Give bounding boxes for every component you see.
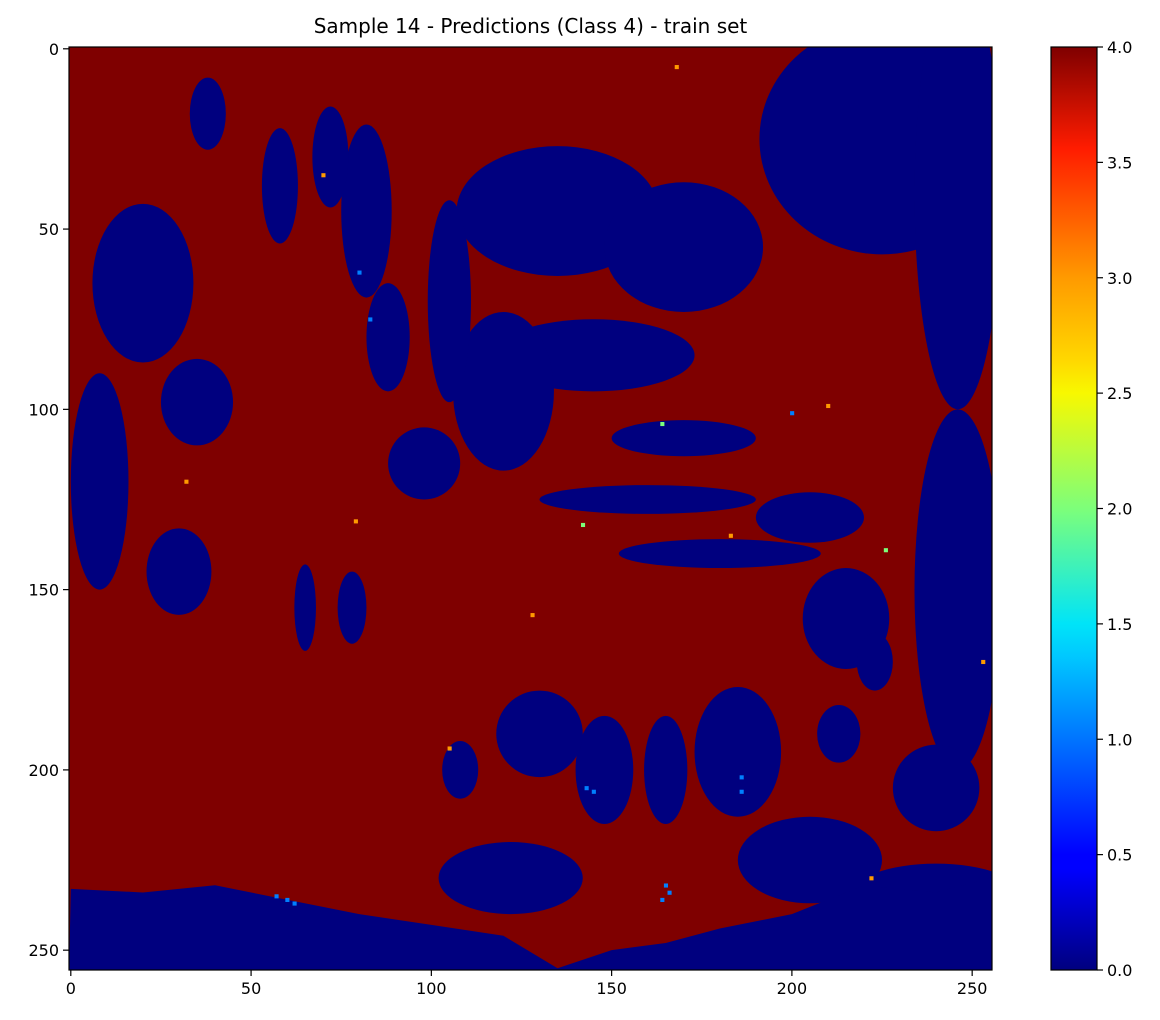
y-tick-label: 250 <box>28 941 59 960</box>
class-3-speck <box>530 613 535 618</box>
class-3-speck <box>184 479 189 484</box>
class-1-speck <box>285 897 290 902</box>
colorbar-tick-label: 1.5 <box>1107 615 1132 634</box>
colorbar-tick-label: 0.5 <box>1107 846 1132 865</box>
class-3-speck <box>353 519 358 524</box>
class-3-speck <box>826 403 831 409</box>
class-0-region <box>914 409 992 770</box>
class-0-region <box>337 571 367 644</box>
y-axis: 0 50 100 150 200 250 <box>28 40 69 960</box>
class-0-region <box>611 420 756 457</box>
colorbar-tick-label: 1.0 <box>1107 730 1132 749</box>
class-1-speck <box>667 890 672 895</box>
class-0-region <box>694 686 782 817</box>
y-tick-label: 100 <box>28 400 59 419</box>
class-1-speck <box>663 883 669 888</box>
chart-title: Sample 14 - Predictions (Class 4) - trai… <box>314 14 748 38</box>
class-1-speck <box>357 270 362 275</box>
class-1-speck <box>739 789 744 794</box>
class-0-region <box>914 47 992 410</box>
class-0-region <box>294 564 316 651</box>
class-0-region <box>442 741 479 799</box>
class-0-region <box>856 632 893 691</box>
class-0-region <box>452 312 554 471</box>
heatmap-image <box>69 47 992 970</box>
class-0-region <box>160 358 234 446</box>
class-0-region <box>261 128 298 244</box>
class-0-region <box>496 690 583 778</box>
class-3-speck <box>447 746 452 751</box>
class-0-region <box>892 744 980 832</box>
class-0-region <box>575 715 634 824</box>
class-0-region <box>644 715 688 824</box>
x-tick-label: 0 <box>66 979 76 998</box>
x-tick-label: 200 <box>777 979 808 998</box>
colorbar-tick-label: 3.5 <box>1107 153 1132 172</box>
class-3-speck <box>981 659 986 665</box>
class-0-region <box>189 77 226 150</box>
class-1-speck <box>790 411 795 416</box>
colorbar-tick-label: 4.0 <box>1107 38 1132 57</box>
class-1-speck <box>292 901 297 906</box>
class-0-region <box>427 200 472 403</box>
class-0-region <box>70 373 129 590</box>
class-0-region <box>539 485 756 514</box>
class-1-speck <box>660 897 665 902</box>
class-0-region <box>737 816 883 904</box>
y-tick-label: 150 <box>28 581 59 600</box>
class-0-region <box>92 203 194 363</box>
class-0-region <box>755 492 865 543</box>
colorbar-tick-label: 2.0 <box>1107 500 1132 519</box>
colorbar: 0.0 0.5 1.0 1.5 2.0 2.5 3.0 3.5 4.0 <box>1050 38 1132 980</box>
colorbar-gradient <box>1050 46 1098 971</box>
class-0-region <box>817 704 861 763</box>
y-tick-label: 0 <box>49 40 59 59</box>
colorbar-tick-label: 2.5 <box>1107 384 1132 403</box>
class-0-region <box>366 283 410 392</box>
x-tick-label: 50 <box>241 979 261 998</box>
x-tick-label: 250 <box>957 979 988 998</box>
class-3-speck <box>869 876 874 881</box>
class-0-region <box>341 124 392 298</box>
y-tick-label: 50 <box>39 220 59 239</box>
class-1-speck <box>739 775 744 780</box>
plot-frame <box>68 46 993 971</box>
class-0-region <box>438 842 583 915</box>
class-3-speck <box>674 65 679 70</box>
class-0-region <box>604 182 764 313</box>
x-tick-label: 150 <box>596 979 627 998</box>
x-tick-label: 100 <box>416 979 447 998</box>
class-3-speck <box>728 533 733 538</box>
y-tick-label: 200 <box>28 761 59 780</box>
class-3-speck <box>321 173 326 178</box>
class-1-speck <box>591 789 596 794</box>
class-0-region <box>618 539 821 568</box>
class-0-region <box>312 106 349 208</box>
class-0-region <box>388 427 461 500</box>
class-1-speck <box>274 894 279 899</box>
x-axis: 0 50 100 150 200 250 <box>66 970 988 998</box>
class-1-speck <box>368 317 373 322</box>
class-0-region <box>146 528 212 615</box>
colorbar-tick-label: 3.0 <box>1107 269 1132 288</box>
class-2-speck <box>580 522 586 528</box>
class-2-speck <box>660 421 665 427</box>
class-1-speck <box>584 786 589 791</box>
colorbar-tick-label: 0.0 <box>1107 961 1132 980</box>
class-0-bottom-band <box>69 878 992 970</box>
class-2-speck <box>883 548 888 553</box>
